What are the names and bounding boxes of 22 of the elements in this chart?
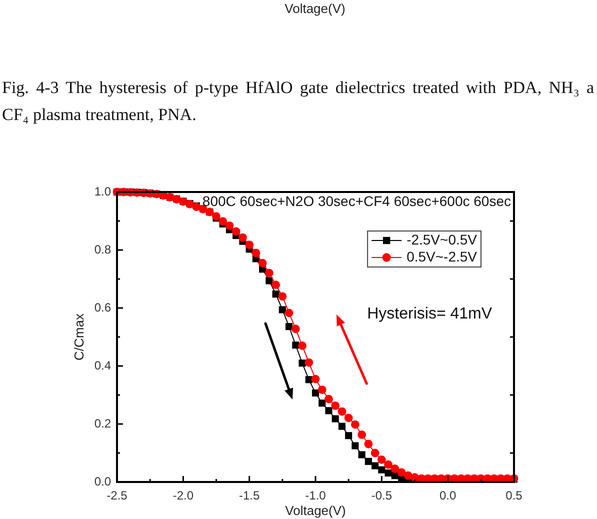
y-tick-label: 0.0 — [94, 474, 112, 488]
x-tick-label: -0.5 — [371, 488, 392, 503]
text: CF₄ plasma treatment, PNA. — [2, 105, 196, 125]
y-tick-label: 0.4 — [94, 358, 112, 372]
annotation: Hysterisis= 41mV — [367, 305, 492, 322]
x-tick-label: -2.0 — [172, 488, 194, 503]
y-tick-label: 1.0 — [94, 184, 112, 198]
x-tick-label: -2.5 — [106, 488, 128, 503]
y-axis-title: C/Cmax — [71, 313, 86, 360]
y-tick-label: 0.2 — [94, 416, 112, 430]
x-tick-label: 0.5 — [506, 488, 523, 503]
text: Voltage(V) — [284, 1, 346, 16]
x-axis-title: Voltage(V) — [285, 502, 346, 518]
chart-title: 800C 60sec+N2O 30sec+CF4 60sec+600c 60sec — [202, 192, 511, 209]
x-tick-label: -1.0 — [305, 488, 326, 503]
y-tick-label: 0.8 — [94, 242, 112, 256]
legend-label: 0.5V~-2.5V — [406, 248, 478, 264]
x-tick-label: -1.5 — [238, 488, 260, 503]
legend-label: -2.5V~0.5V — [406, 231, 478, 248]
x-tick-label: 0.0 — [439, 488, 456, 503]
y-tick-label: 0.6 — [94, 300, 112, 314]
caption: Fig. 4-3 The hysteresis of p-type HfAlO gate dielectrics treated with PDA, NH₃ a — [2, 78, 594, 98]
